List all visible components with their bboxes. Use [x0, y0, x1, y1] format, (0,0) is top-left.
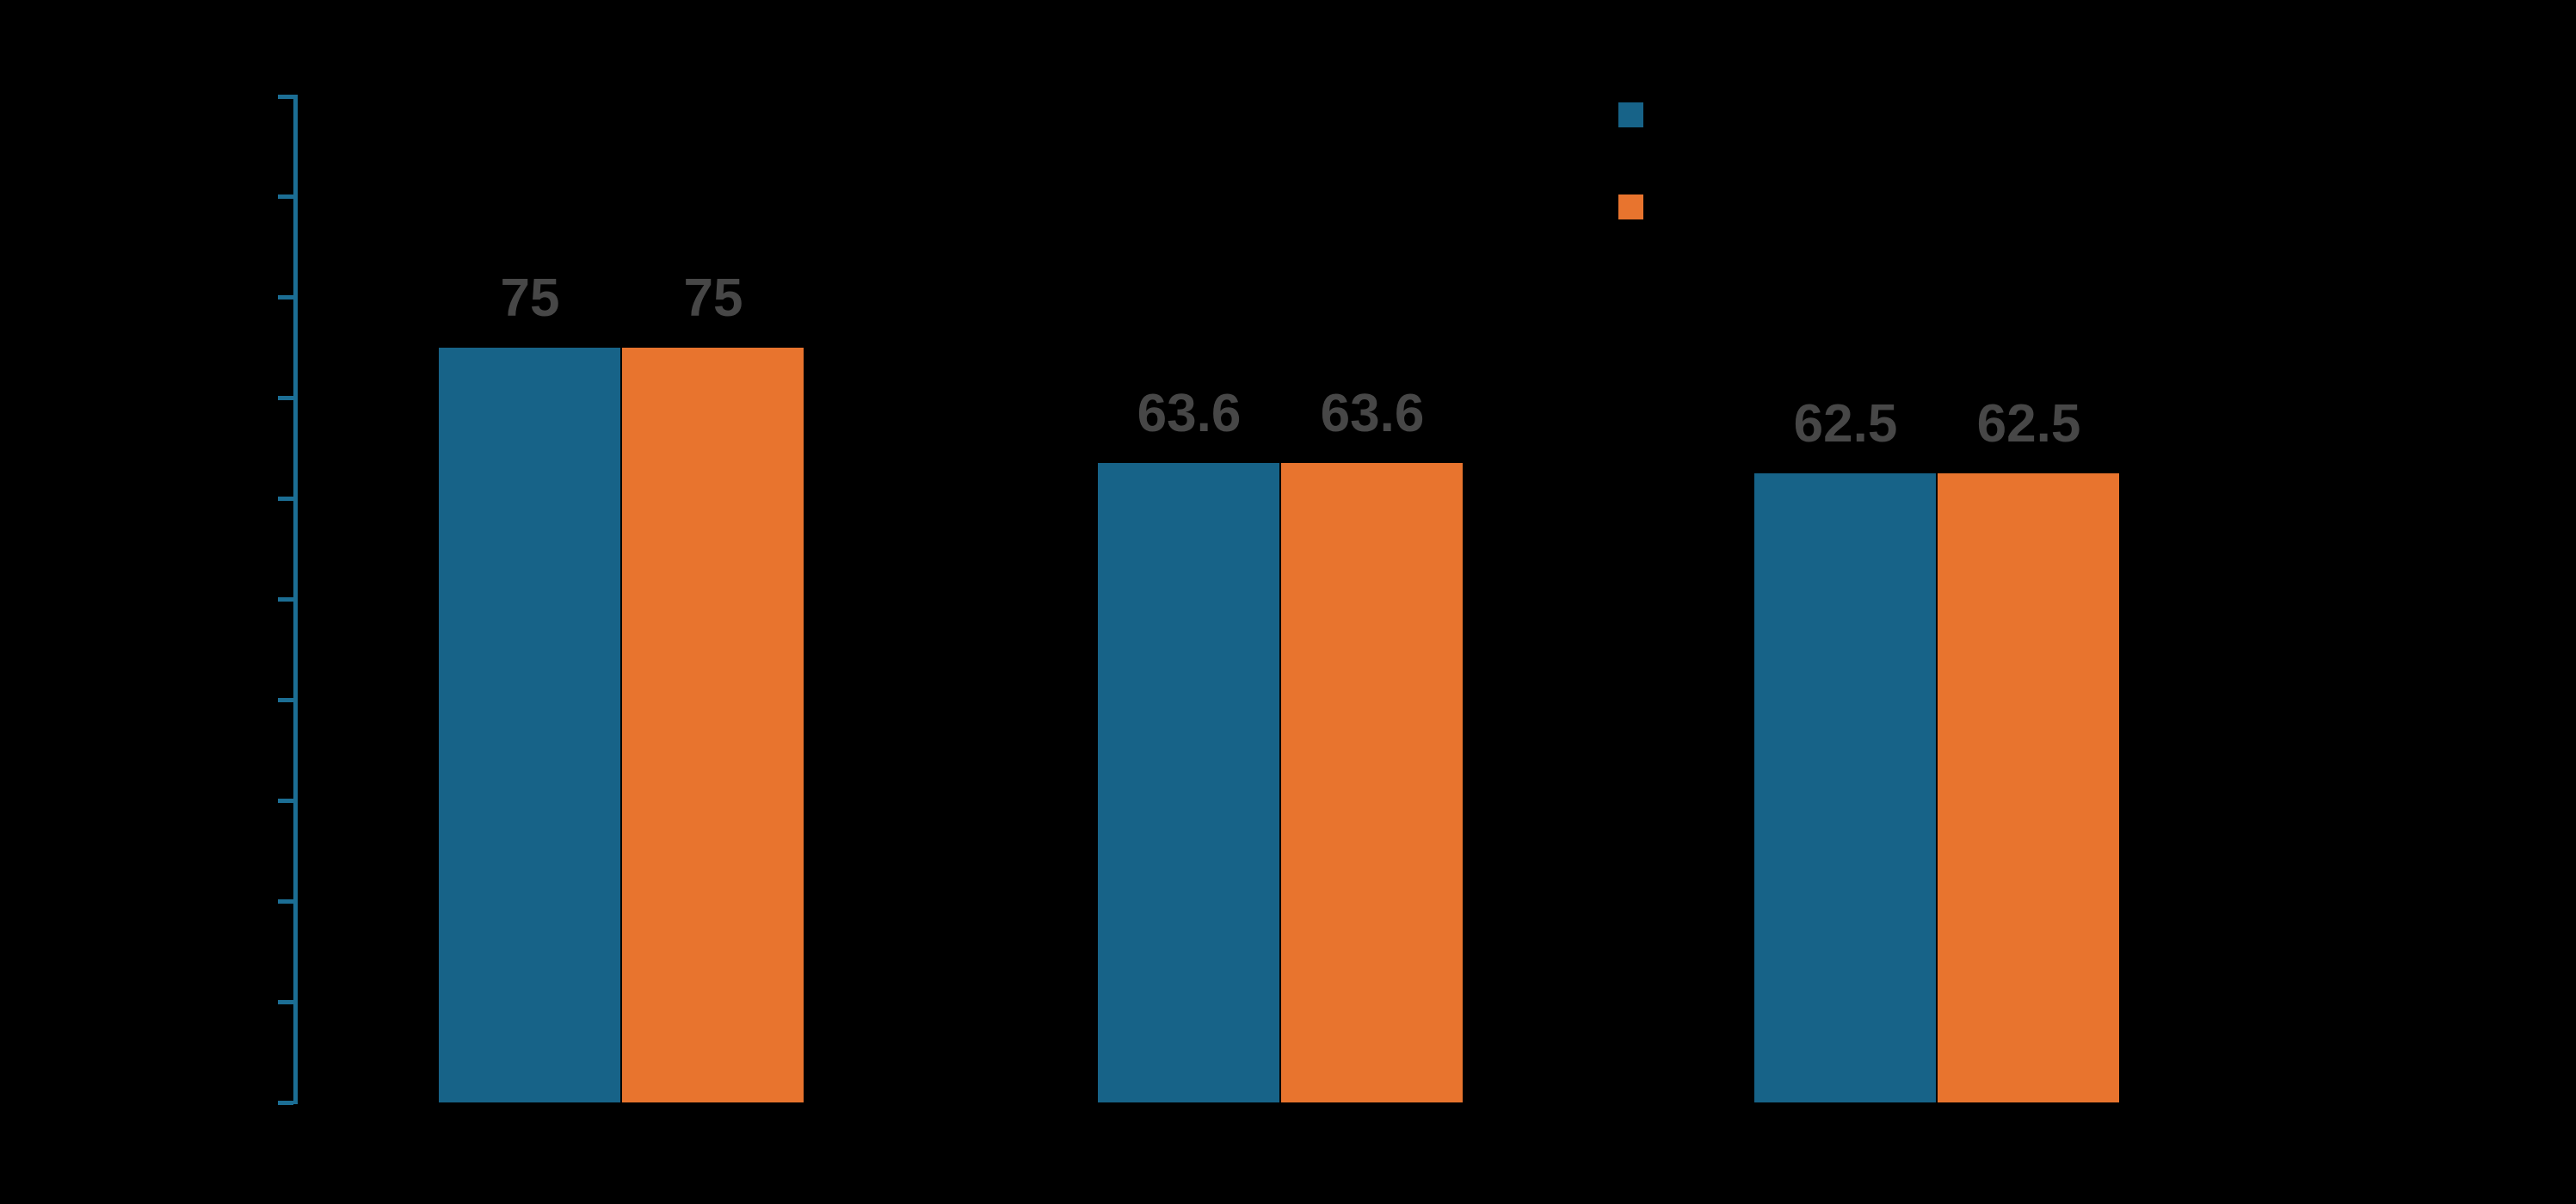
y-axis-tick	[278, 194, 293, 199]
value-label-group2-series1: 63.6	[1137, 384, 1242, 443]
legend-swatch-series1	[1618, 102, 1643, 127]
bar-group3-series1	[1754, 473, 1936, 1102]
y-axis-tick	[278, 899, 293, 904]
bar-group3-series2	[1938, 473, 2119, 1102]
y-axis-tick	[278, 95, 293, 99]
value-label-group1-series1: 75	[500, 269, 560, 328]
legend-swatch-series2	[1618, 194, 1643, 219]
y-axis-tick	[278, 497, 293, 501]
y-axis-tick	[278, 396, 293, 400]
y-axis-line	[293, 95, 298, 1104]
bar-group2-series2	[1281, 463, 1463, 1102]
value-label-group3-series2: 62.5	[1976, 394, 2081, 454]
bar-group1-series2	[622, 348, 804, 1102]
y-axis-tick	[278, 295, 293, 299]
value-label-group3-series1: 62.5	[1793, 394, 1898, 454]
bar-group2-series1	[1098, 463, 1279, 1102]
y-axis-tick	[278, 698, 293, 702]
y-axis-tick	[278, 1101, 293, 1105]
value-label-group2-series2: 63.6	[1320, 384, 1425, 443]
y-axis-tick	[278, 1000, 293, 1004]
bar-group1-series1	[439, 348, 620, 1102]
y-axis-tick	[278, 799, 293, 803]
value-label-group1-series2: 75	[683, 269, 743, 328]
y-axis-tick	[278, 597, 293, 602]
